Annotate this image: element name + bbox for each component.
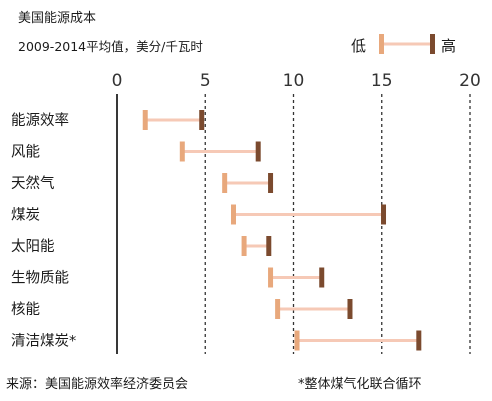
high-marker [266, 236, 272, 256]
low-marker [294, 330, 300, 351]
low-marker [142, 110, 148, 130]
high-marker [319, 267, 325, 288]
low-marker [241, 236, 247, 256]
x-tick-label-20: 20 [459, 71, 481, 91]
category-label: 清洁煤炭* [11, 333, 76, 350]
category-label: 天然气 [11, 175, 55, 192]
x-tick-label-15: 15 [371, 71, 393, 91]
legend-high-marker [430, 34, 435, 54]
low-marker [222, 173, 228, 193]
low-marker [230, 204, 236, 225]
legend-high-label: 高 [441, 37, 457, 55]
category-label: 煤炭 [11, 207, 40, 224]
legend-range-symbol [379, 34, 435, 54]
high-marker [381, 204, 387, 225]
source-note: 来源：美国能源效率经济委员会 [6, 377, 189, 392]
low-marker [275, 299, 281, 319]
legend-low-marker [379, 34, 384, 54]
x-tick-label-5: 5 [200, 71, 211, 91]
chart-title: 美国能源成本 [18, 11, 97, 26]
category-label: 核能 [11, 301, 40, 318]
low-marker [179, 141, 185, 162]
high-marker [255, 141, 261, 162]
footnote: *整体煤气化联合循环 [298, 377, 422, 392]
legend-low-label: 低 [351, 37, 367, 55]
chart-subtitle: 2009-2014平均值，美分/千瓦时 [18, 39, 203, 54]
category-label: 能源效率 [11, 112, 69, 129]
category-label: 风能 [11, 144, 40, 161]
x-tick-label-0: 0 [112, 71, 123, 91]
category-label: 太阳能 [11, 238, 55, 255]
high-marker [268, 173, 274, 193]
x-tick-label-10: 10 [283, 71, 305, 91]
high-marker [416, 330, 422, 351]
low-marker [268, 267, 274, 288]
high-marker [347, 299, 353, 319]
category-label: 生物质能 [11, 270, 69, 287]
high-marker [199, 110, 205, 130]
